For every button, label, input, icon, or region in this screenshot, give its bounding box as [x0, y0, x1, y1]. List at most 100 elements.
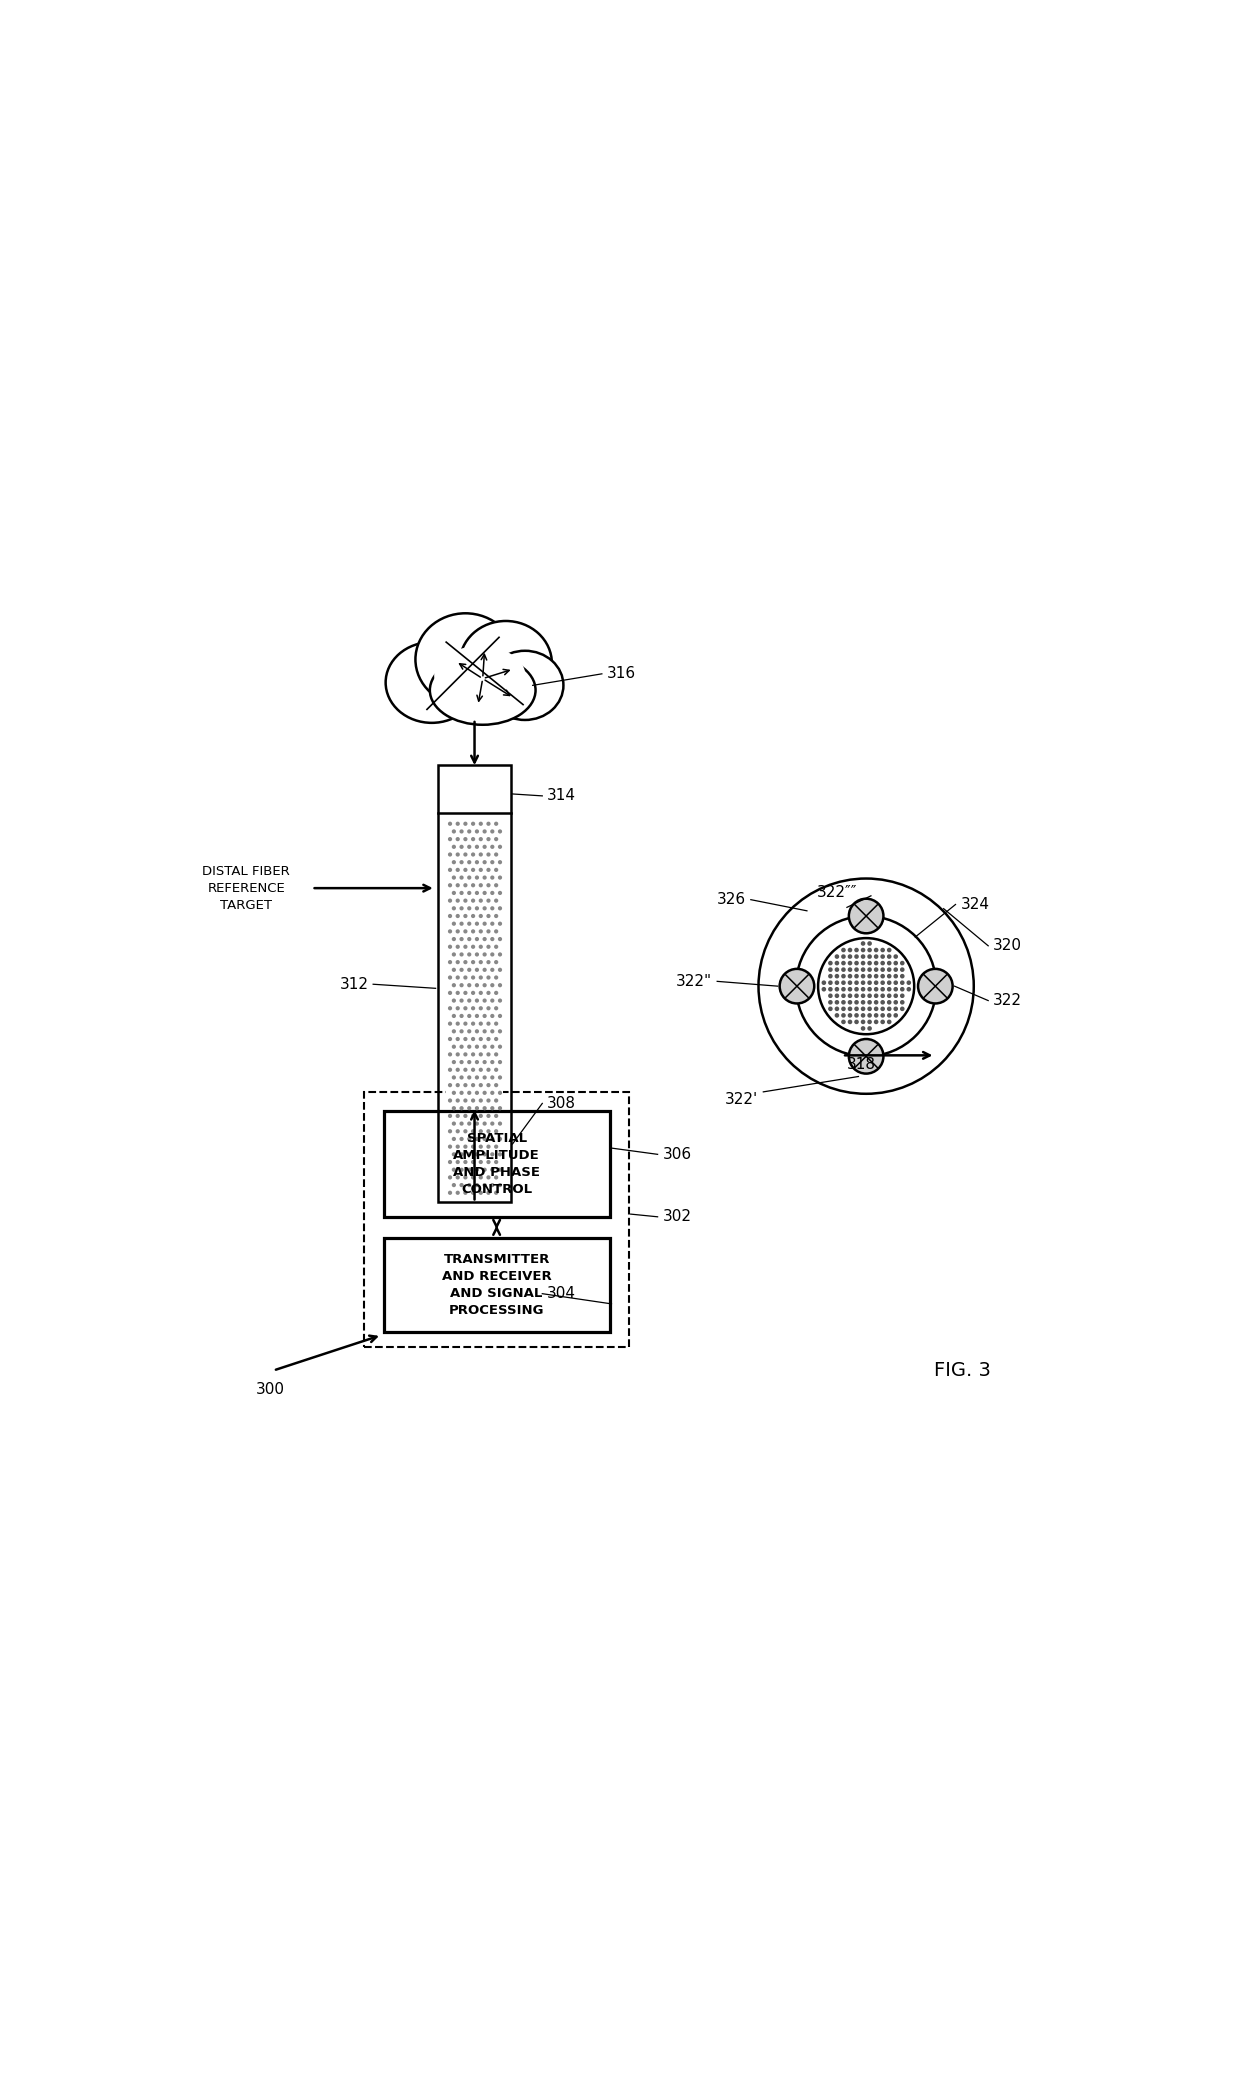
Circle shape — [451, 983, 456, 987]
Circle shape — [464, 1099, 467, 1103]
Circle shape — [448, 1129, 453, 1133]
Circle shape — [475, 1091, 479, 1095]
Circle shape — [900, 993, 905, 997]
Circle shape — [467, 999, 471, 1003]
Circle shape — [835, 1008, 839, 1012]
Circle shape — [861, 974, 866, 978]
Circle shape — [460, 1183, 464, 1187]
Circle shape — [486, 1068, 491, 1072]
Circle shape — [828, 974, 833, 978]
Circle shape — [464, 1068, 467, 1072]
Circle shape — [906, 980, 911, 985]
Circle shape — [861, 1008, 866, 1012]
Circle shape — [467, 905, 471, 909]
Circle shape — [460, 937, 464, 941]
Circle shape — [467, 1076, 471, 1081]
Circle shape — [460, 983, 464, 987]
Circle shape — [887, 947, 892, 953]
Circle shape — [475, 830, 479, 834]
Circle shape — [828, 980, 833, 985]
Circle shape — [467, 830, 471, 834]
Circle shape — [894, 974, 898, 978]
Circle shape — [494, 1191, 498, 1195]
Circle shape — [467, 922, 471, 926]
Circle shape — [455, 1005, 460, 1010]
Circle shape — [867, 987, 872, 991]
Circle shape — [451, 1168, 456, 1172]
Circle shape — [448, 1051, 453, 1056]
Circle shape — [490, 983, 495, 987]
Circle shape — [854, 968, 859, 972]
Circle shape — [867, 953, 872, 960]
Circle shape — [460, 845, 464, 849]
Circle shape — [861, 1020, 866, 1024]
Circle shape — [455, 853, 460, 857]
Circle shape — [482, 1122, 487, 1126]
Circle shape — [471, 836, 475, 841]
Circle shape — [874, 1020, 878, 1024]
Circle shape — [455, 1129, 460, 1133]
Circle shape — [451, 1183, 456, 1187]
Circle shape — [464, 945, 467, 949]
Circle shape — [475, 859, 479, 864]
Circle shape — [448, 1022, 453, 1026]
Circle shape — [490, 1060, 495, 1064]
Circle shape — [448, 1099, 453, 1103]
Circle shape — [482, 845, 487, 849]
Circle shape — [486, 1099, 491, 1103]
Circle shape — [900, 962, 905, 966]
Circle shape — [490, 953, 495, 957]
Circle shape — [874, 968, 878, 972]
Text: FIG. 3: FIG. 3 — [934, 1360, 991, 1381]
Ellipse shape — [430, 655, 536, 724]
Circle shape — [498, 1045, 502, 1049]
Circle shape — [880, 953, 885, 960]
Circle shape — [841, 968, 846, 972]
Text: TRANSMITTER
AND RECEIVER
AND SIGNAL
PROCESSING: TRANSMITTER AND RECEIVER AND SIGNAL PROC… — [441, 1254, 552, 1316]
Circle shape — [448, 868, 453, 872]
Circle shape — [498, 1060, 502, 1064]
Circle shape — [861, 999, 866, 1005]
Circle shape — [887, 987, 892, 991]
Circle shape — [490, 1168, 495, 1172]
Circle shape — [880, 993, 885, 997]
Circle shape — [482, 876, 487, 880]
Circle shape — [479, 976, 482, 980]
Circle shape — [894, 968, 898, 972]
Circle shape — [471, 1160, 475, 1164]
Circle shape — [467, 1122, 471, 1126]
Circle shape — [451, 953, 456, 957]
Circle shape — [464, 976, 467, 980]
Circle shape — [460, 968, 464, 972]
Circle shape — [486, 1129, 491, 1133]
Circle shape — [467, 859, 471, 864]
Circle shape — [490, 845, 495, 849]
Circle shape — [482, 999, 487, 1003]
Circle shape — [835, 1014, 839, 1018]
Circle shape — [475, 1122, 479, 1126]
Circle shape — [448, 928, 453, 935]
Circle shape — [486, 976, 491, 980]
Circle shape — [874, 1008, 878, 1012]
Circle shape — [841, 974, 846, 978]
Circle shape — [894, 962, 898, 966]
Circle shape — [494, 991, 498, 995]
Circle shape — [460, 1076, 464, 1081]
Circle shape — [880, 947, 885, 953]
Circle shape — [479, 1160, 482, 1164]
Circle shape — [479, 868, 482, 872]
Circle shape — [482, 1106, 487, 1110]
Circle shape — [880, 980, 885, 985]
Circle shape — [490, 859, 495, 864]
Ellipse shape — [434, 647, 526, 705]
Circle shape — [460, 1091, 464, 1095]
Circle shape — [471, 991, 475, 995]
Circle shape — [482, 937, 487, 941]
Circle shape — [874, 947, 878, 953]
Circle shape — [494, 899, 498, 903]
Circle shape — [498, 999, 502, 1003]
Circle shape — [494, 1099, 498, 1103]
Circle shape — [854, 987, 859, 991]
Circle shape — [494, 928, 498, 935]
Circle shape — [460, 1151, 464, 1156]
